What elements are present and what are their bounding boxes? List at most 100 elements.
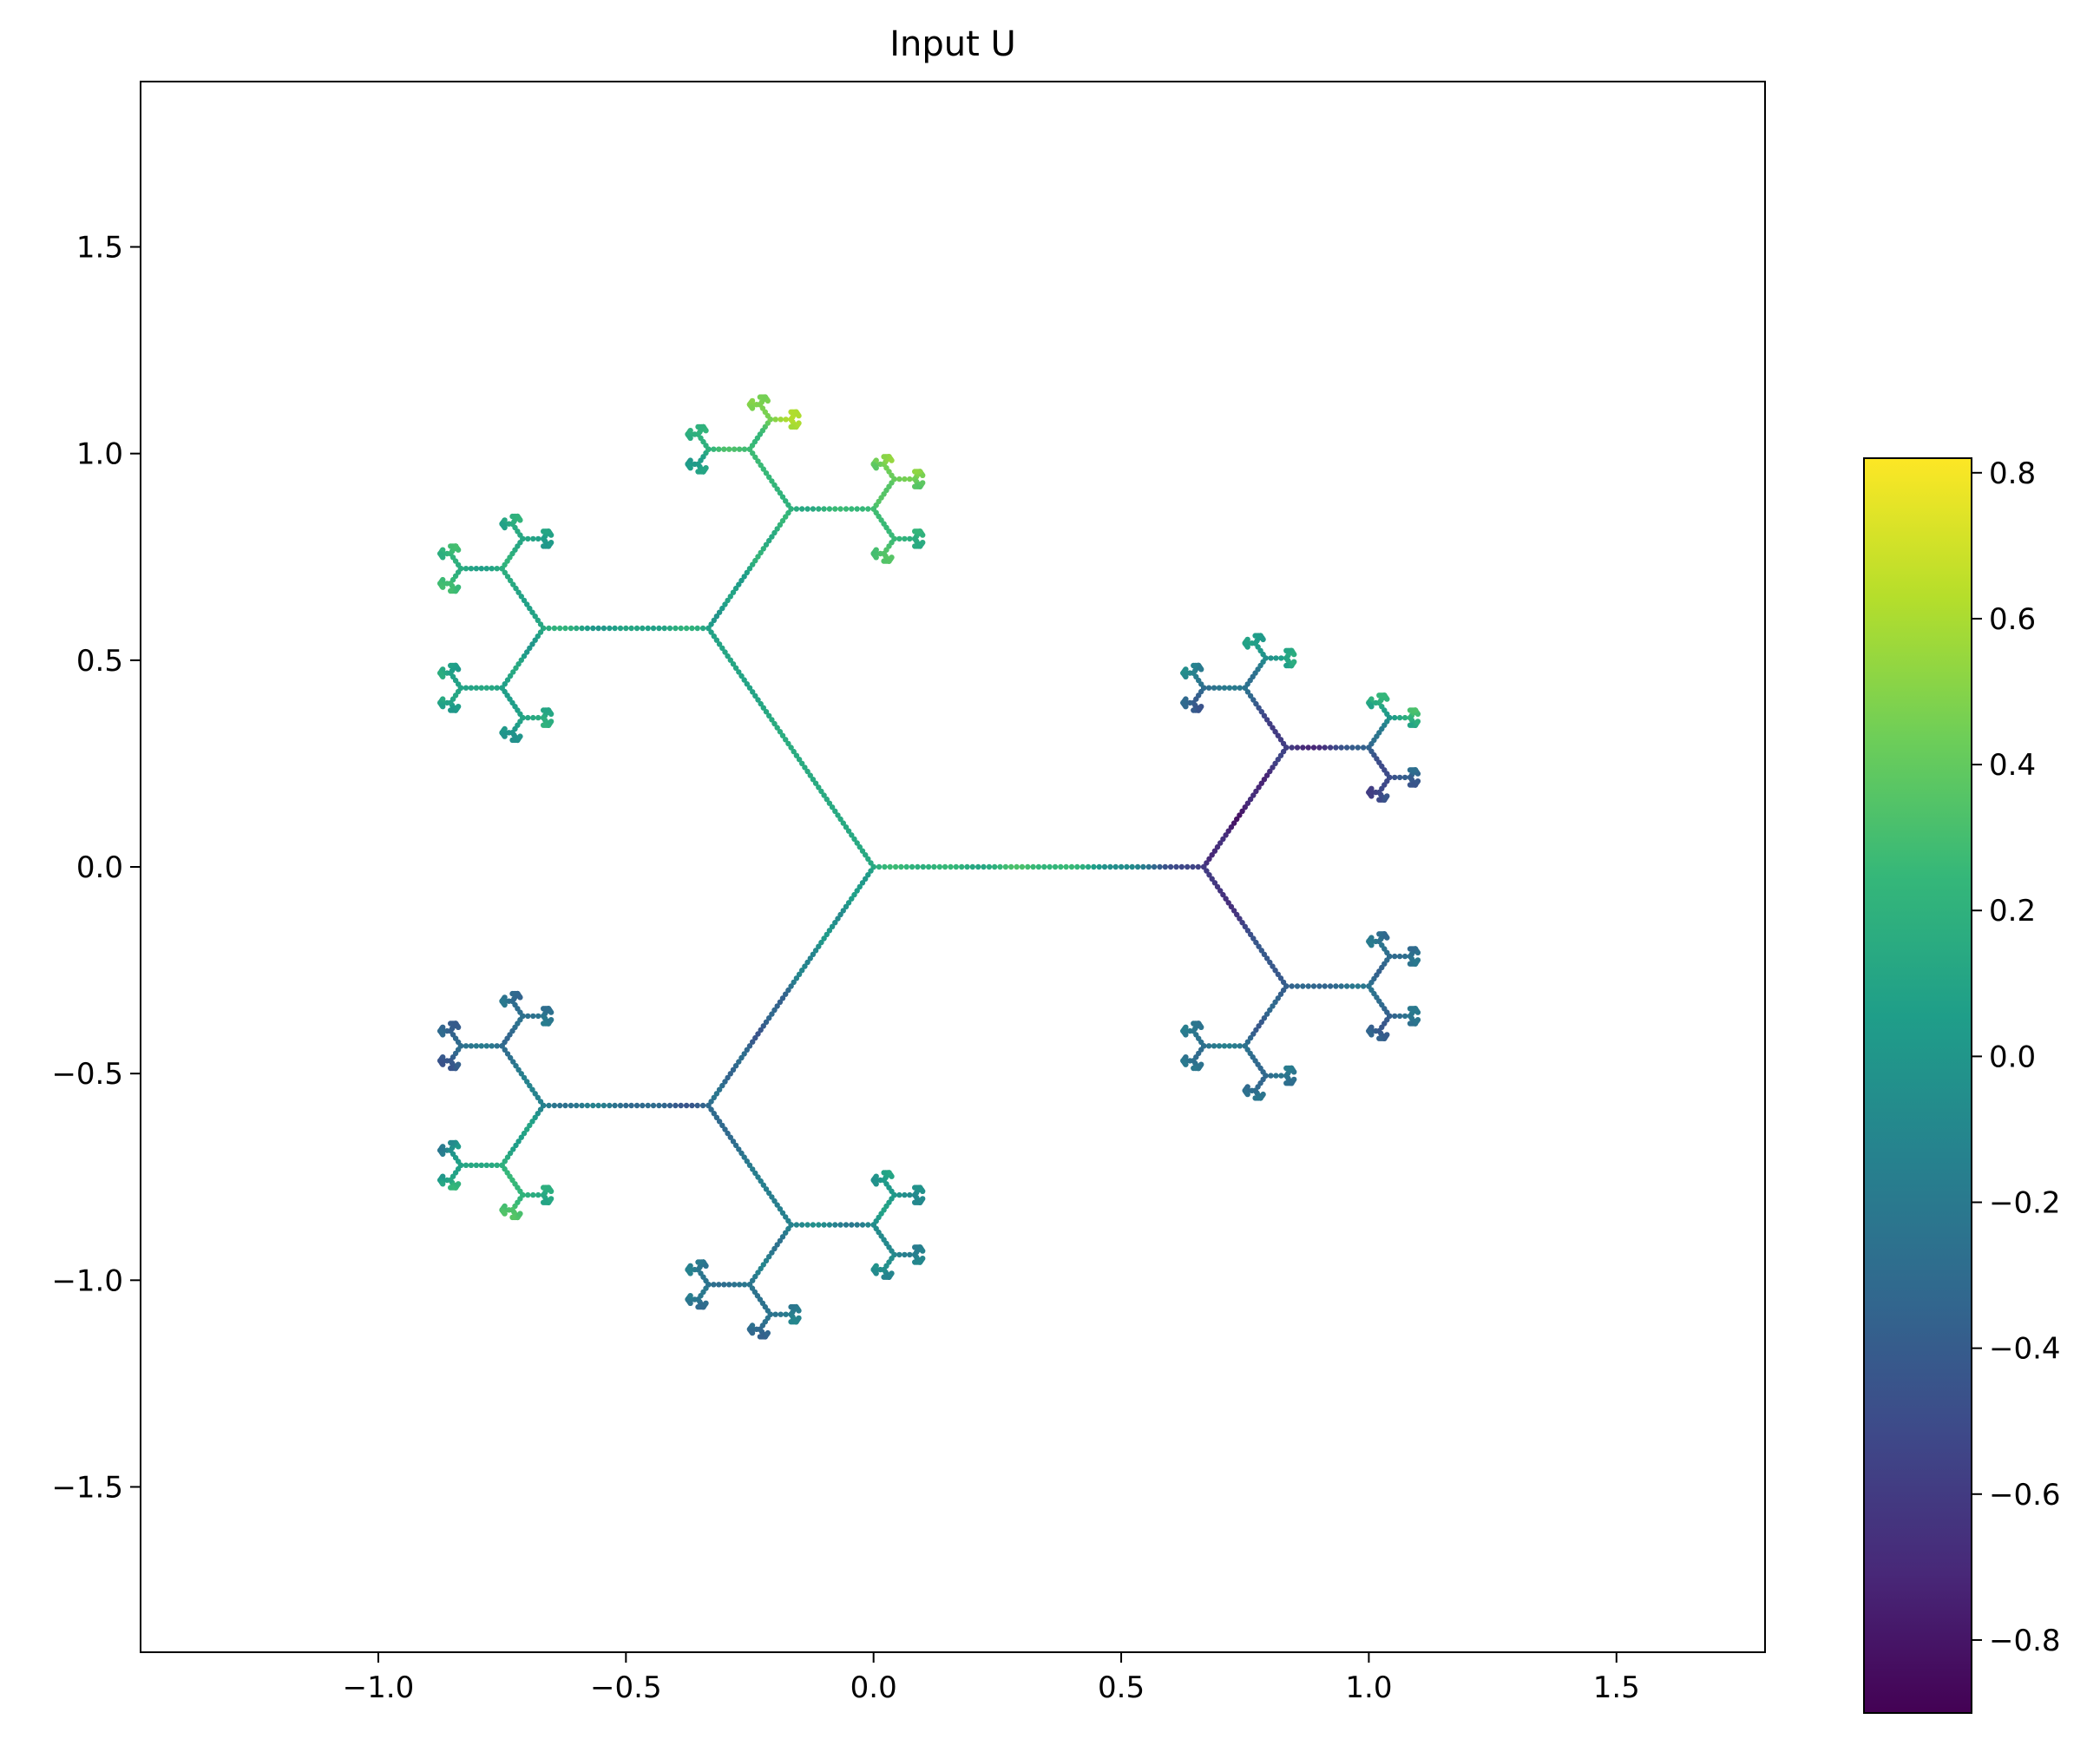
scatter-point [478,685,484,691]
scatter-point [810,951,817,958]
scatter-point [1322,983,1328,989]
scatter-point [518,594,524,600]
scatter-point [1183,1061,1189,1067]
scatter-point [826,928,833,934]
scatter-point [483,566,489,572]
scatter-point [1338,745,1344,751]
scatter-point [766,1190,772,1197]
scatter-point [1216,685,1223,691]
scatter-point [1205,1043,1212,1049]
scatter-point [1333,745,1339,751]
scatter-point [711,1282,717,1288]
scatter-point [666,625,673,632]
scatter-point [548,540,555,546]
scatter-point [579,625,585,632]
scatter-point [440,584,446,590]
scatter-point [736,1146,742,1152]
scatter-point [812,948,819,954]
scatter-point [541,1184,547,1191]
scatter-point [843,824,850,830]
colorbar-tick-label: 0.2 [1989,894,2036,929]
scatter-point [785,509,791,516]
scatter-point [1283,647,1290,653]
scatter-point [703,1300,709,1307]
scatter-point [1237,685,1244,691]
scatter-point [840,908,846,914]
scatter-point [1209,852,1215,858]
scatter-point [1414,719,1421,725]
scatter-point [1289,745,1295,751]
scatter-point [562,1102,568,1109]
scatter-point [783,991,789,997]
scatter-point [777,729,784,735]
scatter-point [1198,704,1204,710]
scatter-point [1275,757,1282,763]
scatter-point [695,423,701,430]
scatter-point [912,543,918,549]
scatter-point [1322,745,1328,751]
scatter-point [535,1111,541,1117]
scatter-point [1414,778,1421,784]
scatter-point [1129,863,1135,870]
scatter-point [730,589,737,595]
scatter-point [612,1102,618,1109]
scatter-point [766,474,772,480]
scatter-point [898,863,904,870]
scatter-point [865,1222,871,1228]
scatter-point [650,625,657,632]
scatter-point [1231,1043,1238,1049]
scatter-point [767,417,773,423]
scatter-point [1230,908,1237,914]
scatter-point [1244,1039,1251,1045]
scatter-point [802,765,808,771]
scatter-point [600,1102,607,1109]
scatter-point [843,1222,850,1228]
scatter-point [1237,812,1243,818]
colorbar-tick-label: −0.2 [1989,1186,2061,1221]
scatter-point [725,1074,731,1081]
scatter-point [1242,804,1249,810]
scatter-point [1280,740,1287,747]
scatter-point [1247,692,1254,699]
scatter-point [530,714,536,721]
scatter-point [859,506,866,512]
scatter-point [1368,1032,1375,1038]
scatter-point [562,625,568,632]
scatter-point [741,1051,747,1057]
scatter-point [948,863,954,870]
scatter-point [896,1191,902,1198]
scatter-point [912,483,918,489]
scatter-point [541,625,547,632]
scatter-point [799,1222,805,1228]
scatter-point [783,1230,789,1236]
scatter-point [1261,1015,1268,1021]
scatter-point [513,1063,519,1069]
scatter-point [502,733,508,739]
scatter-point [1247,931,1254,938]
scatter-point [750,1039,756,1045]
scatter-point [1231,685,1238,691]
scatter-point [1396,774,1403,781]
scatter-point [1260,1091,1266,1098]
scatter-point [732,1063,739,1069]
scatter-point [1263,772,1270,778]
scatter-point [557,1102,563,1109]
scatter-point [812,780,819,786]
y-axis: −1.5 −1.0 −0.5 0.0 0.5 1.0 1.5 [51,231,141,1505]
scatter-point [678,1102,684,1109]
scatter-point [600,625,607,632]
scatter-point [1047,863,1053,870]
scatter-point [1220,836,1226,843]
scatter-point [810,506,817,512]
scatter-point [1085,863,1092,870]
scatter-point [656,1102,662,1109]
scatter-point [741,1282,748,1288]
scatter-point [736,581,742,587]
scatter-point [887,863,893,870]
scatter-point [942,863,948,870]
scatter-point [741,677,747,683]
scatter-point [1401,714,1408,721]
scatter-point [530,535,536,542]
scatter-point [440,673,446,679]
scatter-point [1096,863,1102,870]
